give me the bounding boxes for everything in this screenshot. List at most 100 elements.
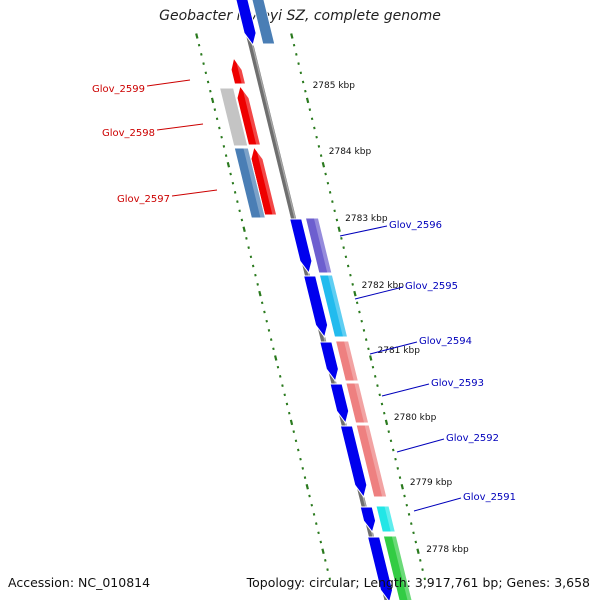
tick-mark	[319, 154, 323, 157]
tick-mark	[283, 393, 286, 397]
tick-mark	[421, 568, 424, 571]
tick-mark	[197, 43, 201, 47]
gene-glov2593	[345, 382, 370, 424]
tick-mark	[392, 448, 395, 452]
gene-label: Glov_2592	[446, 433, 499, 444]
gene-glov2596	[304, 217, 333, 274]
tick-mark	[301, 467, 304, 470]
tick-mark	[367, 347, 370, 351]
gene-label-leader	[354, 286, 404, 300]
tick-mark	[378, 393, 381, 397]
gene-label: Glov_2597	[117, 194, 170, 205]
gene-label: Glov_2594	[419, 336, 472, 347]
gene-label-leader	[146, 79, 191, 87]
tick-mark	[321, 162, 326, 168]
tick-mark	[218, 126, 221, 130]
tick-mark	[351, 283, 354, 286]
gene-label: Glov_2595	[405, 281, 458, 292]
accession-text: Accession: NC_010814	[8, 575, 151, 590]
tick-mark	[272, 347, 275, 351]
tick-mark	[419, 559, 422, 562]
tick-mark	[394, 457, 397, 461]
tick-mark	[238, 209, 241, 213]
tick-mark	[355, 301, 359, 305]
tick-mark	[301, 80, 305, 84]
tick-mark	[295, 53, 298, 56]
tick-mark	[423, 577, 427, 581]
tick-mark	[209, 89, 212, 93]
cds-feature-glov2599	[230, 56, 247, 85]
tick-mark	[290, 33, 294, 39]
gene-label: Glov_2591	[463, 492, 516, 503]
tick-mark	[326, 568, 329, 571]
tick-mark	[251, 264, 255, 268]
feature-shade	[391, 536, 412, 600]
tick-mark	[384, 419, 389, 426]
tick-mark	[258, 290, 262, 297]
tick-mark	[387, 430, 390, 433]
tick-mark	[326, 181, 330, 185]
tick-mark	[263, 310, 266, 314]
gene-label-leader	[339, 225, 388, 237]
tick-mark	[200, 53, 203, 56]
tick-mark	[226, 162, 231, 168]
gene-label-leader	[396, 438, 445, 453]
feature-shade	[313, 218, 332, 273]
tick-mark	[328, 191, 332, 194]
tick-mark	[308, 494, 311, 498]
tick-mark	[308, 108, 312, 111]
feature-shade	[255, 147, 277, 215]
gene-next	[382, 535, 413, 600]
gene-label: Glov_2596	[389, 220, 442, 231]
tick-mark	[195, 33, 199, 39]
cds-feature	[302, 275, 329, 339]
tick-mark	[331, 200, 334, 203]
tick-mark	[260, 301, 264, 305]
feature-shade	[354, 383, 369, 423]
tick-mark	[324, 172, 327, 176]
tick-mark	[344, 255, 348, 259]
tick-mark	[292, 43, 296, 47]
tick-mark	[303, 476, 307, 479]
tick-mark	[233, 191, 237, 194]
tick-mark	[371, 365, 375, 369]
tick-mark	[400, 484, 404, 490]
tick-mark	[285, 402, 289, 406]
gene-label-leader	[413, 497, 462, 512]
tick-mark	[242, 226, 246, 232]
tick-mark	[222, 145, 226, 148]
feature-shade	[384, 506, 396, 532]
tick-mark	[292, 430, 295, 433]
tick-mark	[380, 402, 384, 406]
tick-mark	[267, 329, 271, 332]
feature-shade	[364, 425, 387, 497]
tick-mark	[304, 89, 307, 93]
gene-label: Glov_2593	[431, 378, 484, 389]
tick-mark	[294, 439, 298, 443]
cds-feature	[319, 341, 339, 383]
tick-mark	[342, 246, 345, 249]
tick-mark	[319, 540, 323, 544]
cds-feature	[359, 506, 377, 534]
cds-feature-top	[235, 0, 257, 47]
tick-mark	[256, 283, 259, 286]
tick-mark	[231, 181, 235, 185]
tick-mark	[276, 365, 280, 369]
cds-feature	[366, 536, 394, 600]
feature-shade	[241, 86, 261, 145]
gene-box-glov2597	[233, 147, 267, 219]
tick-mark	[333, 209, 336, 213]
tick-mark	[206, 80, 210, 84]
cds-feature-glov2597	[250, 145, 278, 216]
tick-mark	[305, 484, 309, 490]
tick-mark	[382, 411, 386, 415]
tick-mark	[274, 355, 278, 361]
tick-mark	[317, 145, 321, 148]
kbp-label: 2779 kbp	[410, 478, 453, 488]
feature-shade	[235, 58, 246, 84]
tick-mark	[215, 117, 219, 121]
gene-label: Glov_2598	[102, 128, 155, 139]
gene-label-leader	[156, 123, 204, 131]
tick-mark	[324, 559, 327, 562]
tick-mark	[247, 246, 250, 249]
